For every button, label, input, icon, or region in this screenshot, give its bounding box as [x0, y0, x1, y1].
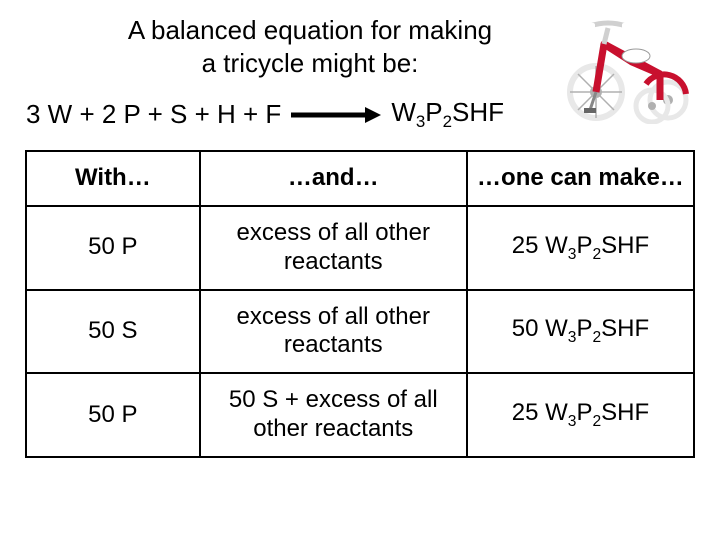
cell-with: 50 S	[26, 290, 200, 374]
table-row: 50 P 50 S + excess of all other reactant…	[26, 373, 694, 457]
col-header-with: With…	[26, 151, 200, 206]
col-header-and: …and…	[200, 151, 467, 206]
cell-make: 25 W3P2SHF	[467, 206, 694, 290]
cell-make: 25 W3P2SHF	[467, 373, 694, 457]
cell-with: 50 P	[26, 373, 200, 457]
table-row: 50 P excess of all other reactants 25 W3…	[26, 206, 694, 290]
cell-and: excess of all other reactants	[200, 290, 467, 374]
heading-line-2: a tricycle might be:	[202, 48, 419, 78]
tricycle-image	[560, 14, 700, 124]
cell-and: 50 S + excess of all other reactants	[200, 373, 467, 457]
col-header-make: …one can make…	[467, 151, 694, 206]
equation-rhs: W3P2SHF	[391, 97, 504, 132]
cell-with: 50 P	[26, 206, 200, 290]
reaction-arrow-icon	[291, 107, 381, 123]
slide-heading: A balanced equation for making a tricycl…	[60, 0, 560, 79]
equation-lhs: 3 W + 2 P + S + H + F	[26, 99, 281, 130]
cell-and: excess of all other reactants	[200, 206, 467, 290]
cell-make: 50 W3P2SHF	[467, 290, 694, 374]
table-header-row: With… …and… …one can make…	[26, 151, 694, 206]
heading-line-1: A balanced equation for making	[128, 15, 492, 45]
table-row: 50 S excess of all other reactants 50 W3…	[26, 290, 694, 374]
stoichiometry-table: With… …and… …one can make… 50 P excess o…	[25, 150, 695, 458]
